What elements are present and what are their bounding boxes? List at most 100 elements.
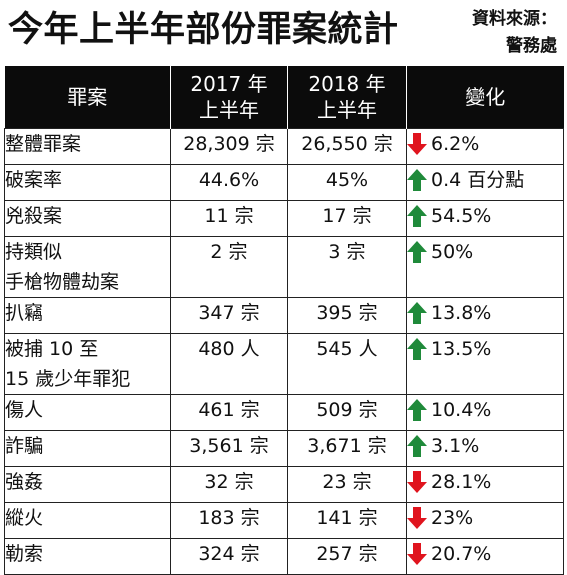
value-2017-cell: 32 宗 — [170, 466, 288, 503]
table-row: 傷人 461 宗 509 宗 10.4% — [4, 394, 564, 431]
crime-label-cell: 勒索 — [4, 538, 171, 575]
change-wrap: 13.5% — [407, 335, 492, 365]
change-wrap: 20.7% — [407, 540, 492, 570]
down-arrow-icon — [407, 471, 427, 493]
change-value: 0.4 百分點 — [431, 169, 525, 191]
crime-label-line: 強姦 — [5, 471, 44, 493]
change-cell: 50% — [406, 236, 564, 298]
crime-label-line: 被捕 10 至 — [5, 338, 99, 360]
table-row: 強姦 32 宗 23 宗 28.1% — [4, 466, 564, 503]
change-value: 13.8% — [431, 302, 492, 324]
up-arrow-icon — [407, 435, 427, 457]
change-wrap: 3.1% — [407, 432, 479, 462]
value-2017-cell: 2 宗 — [170, 236, 288, 298]
crime-label-cell: 扒竊 — [4, 297, 171, 334]
crime-label-cell: 破案率 — [4, 164, 171, 201]
page-title: 今年上半年部份罪案統計 — [8, 10, 399, 50]
crime-label-line: 15 歲少年罪犯 — [5, 368, 131, 390]
table-row: 詐騙 3,561 宗 3,671 宗 3.1% — [4, 430, 564, 467]
change-cell: 13.5% — [406, 333, 564, 395]
crime-label-line: 破案率 — [5, 169, 63, 191]
crime-label-line: 手槍物體劫案 — [5, 271, 120, 293]
change-wrap: 6.2% — [407, 130, 480, 160]
value-2017-cell: 183 宗 — [170, 502, 288, 539]
header-2017: 2017 年 上半年 — [170, 66, 288, 129]
crime-label-line: 兇殺案 — [5, 205, 63, 227]
table-header-row: 罪案 2017 年 上半年 2018 年 上半年 變化 — [4, 66, 564, 129]
table-row: 被捕 10 至 15 歲少年罪犯 480 人 545 人 13.5% — [4, 333, 564, 395]
change-wrap: 0.4 百分點 — [407, 166, 525, 196]
change-value: 23% — [431, 507, 474, 529]
crime-label-cell: 傷人 — [4, 394, 171, 431]
change-value: 13.5% — [431, 338, 492, 360]
up-arrow-icon — [407, 399, 427, 421]
table-row: 整體罪案 28,309 宗 26,550 宗 6.2% — [4, 128, 564, 165]
change-cell: 28.1% — [406, 466, 564, 503]
change-wrap: 28.1% — [407, 468, 492, 498]
down-arrow-icon — [407, 507, 427, 529]
value-2018-cell: 257 宗 — [287, 538, 407, 575]
up-arrow-icon — [407, 302, 427, 324]
header-line: 罪案 — [67, 85, 108, 109]
value-2017-cell: 347 宗 — [170, 297, 288, 334]
change-cell: 54.5% — [406, 200, 564, 237]
value-2018-cell: 395 宗 — [287, 297, 407, 334]
change-value: 28.1% — [431, 471, 492, 493]
table-row: 扒竊 347 宗 395 宗 13.8% — [4, 297, 564, 334]
header-2018: 2018 年 上半年 — [287, 66, 407, 129]
change-wrap: 10.4% — [407, 396, 491, 426]
header-crime: 罪案 — [4, 66, 171, 129]
header-change: 變化 — [406, 66, 564, 129]
table-row: 縱火 183 宗 141 宗 23% — [4, 502, 564, 539]
change-wrap: 50% — [407, 238, 474, 268]
crime-label-cell: 強姦 — [4, 466, 171, 503]
value-2018-cell: 23 宗 — [287, 466, 407, 503]
table-row: 勒索 324 宗 257 宗 20.7% — [4, 538, 564, 575]
value-2018-cell: 545 人 — [287, 333, 407, 395]
change-cell: 13.8% — [406, 297, 564, 334]
change-wrap: 23% — [407, 504, 474, 534]
crime-label-line: 勒索 — [5, 543, 44, 565]
up-arrow-icon — [407, 169, 427, 191]
crime-label-line: 傷人 — [5, 399, 44, 421]
source-label: 資料來源： — [472, 9, 557, 29]
change-cell: 20.7% — [406, 538, 564, 575]
value-2018-cell: 509 宗 — [287, 394, 407, 431]
header-line: 上半年 — [199, 98, 259, 122]
value-2017-cell: 44.6% — [170, 164, 288, 201]
up-arrow-icon — [407, 205, 427, 227]
crime-label-cell: 兇殺案 — [4, 200, 171, 237]
value-2018-cell: 3 宗 — [287, 236, 407, 298]
crime-label-cell: 持類似 手槍物體劫案 — [4, 236, 171, 298]
change-value: 6.2% — [431, 133, 480, 155]
crime-stats-table: 罪案 2017 年 上半年 2018 年 上半年 變化 整體罪案 28,309 宗… — [4, 66, 564, 575]
down-arrow-icon — [407, 543, 427, 565]
change-wrap: 13.8% — [407, 299, 492, 329]
source-name: 警務處 — [506, 36, 557, 56]
change-cell: 0.4 百分點 — [406, 164, 564, 201]
change-value: 20.7% — [431, 543, 492, 565]
change-cell: 6.2% — [406, 128, 564, 165]
change-cell: 10.4% — [406, 394, 564, 431]
value-2018-cell: 26,550 宗 — [287, 128, 407, 165]
source-note: 資料來源： 警務處 — [437, 6, 557, 60]
crime-label-cell: 詐騙 — [4, 430, 171, 467]
value-2017-cell: 324 宗 — [170, 538, 288, 575]
value-2017-cell: 28,309 宗 — [170, 128, 288, 165]
value-2018-cell: 3,671 宗 — [287, 430, 407, 467]
value-2018-cell: 45% — [287, 164, 407, 201]
table-body: 整體罪案 28,309 宗 26,550 宗 6.2% 破案率 44.6% 45% 0.4 百… — [4, 128, 564, 575]
down-arrow-icon — [407, 133, 427, 155]
value-2017-cell: 461 宗 — [170, 394, 288, 431]
table-row: 破案率 44.6% 45% 0.4 百分點 — [4, 164, 564, 201]
change-wrap: 54.5% — [407, 202, 492, 232]
change-value: 54.5% — [431, 205, 492, 227]
header-line: 變化 — [465, 85, 506, 109]
crime-label-cell: 整體罪案 — [4, 128, 171, 165]
crime-label-line: 扒竊 — [5, 302, 44, 324]
header-line: 上半年 — [317, 98, 377, 122]
change-value: 50% — [431, 241, 474, 263]
value-2017-cell: 3,561 宗 — [170, 430, 288, 467]
value-2018-cell: 141 宗 — [287, 502, 407, 539]
